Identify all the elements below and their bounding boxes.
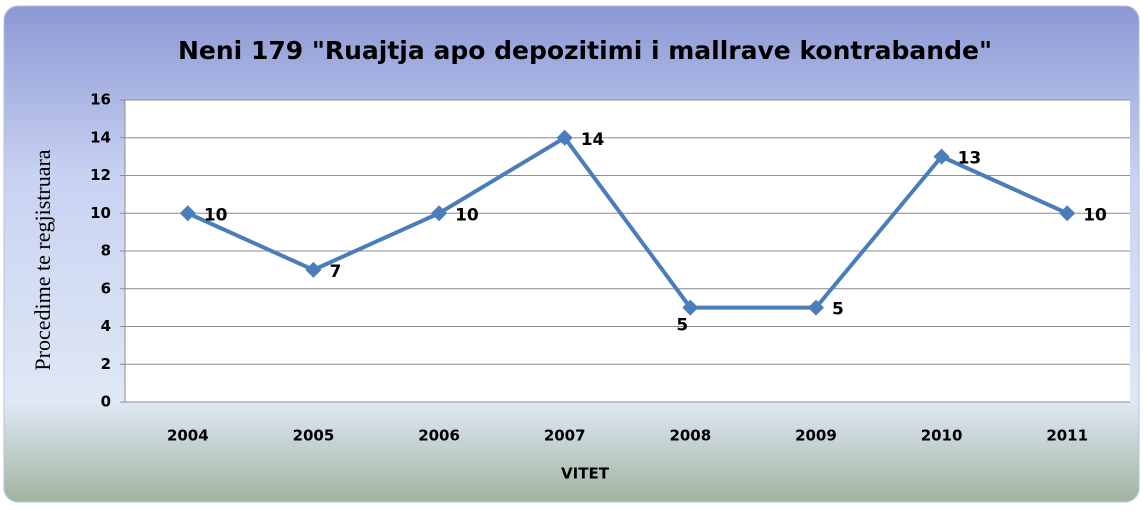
y-axis-label: Procedime te regjistruara <box>30 149 55 370</box>
line <box>186 135 1069 310</box>
marker <box>431 205 448 222</box>
y-tick-label: 2 <box>101 355 111 373</box>
x-tick-label: 2010 <box>921 427 963 445</box>
y-tick-label: 10 <box>90 204 111 222</box>
marker <box>807 299 824 316</box>
y-tick-label: 16 <box>90 91 111 109</box>
x-tick-label: 2009 <box>795 427 837 445</box>
data-label: 14 <box>581 130 605 150</box>
data-label: 10 <box>455 205 479 225</box>
y-tick-label: 12 <box>90 166 111 184</box>
x-tick-label: 2004 <box>167 427 209 445</box>
marker <box>933 148 950 165</box>
data-label: 13 <box>958 149 982 169</box>
marker <box>556 129 573 146</box>
x-tick-label: 2006 <box>418 427 460 445</box>
x-axis-label: VITET <box>561 465 610 483</box>
x-tick-label: 2007 <box>544 427 586 445</box>
x-tick-label: 2011 <box>1046 427 1088 445</box>
data-label: 10 <box>204 205 228 225</box>
x-tick-label: 2005 <box>293 427 335 445</box>
data-label: 5 <box>676 316 688 336</box>
marker <box>1059 205 1076 222</box>
x-tick-label: 2008 <box>669 427 711 445</box>
chart-title: Neni 179 "Ruajtja apo depozitimi i mallr… <box>178 36 992 65</box>
data-label: 7 <box>329 262 341 282</box>
y-tick-label: 14 <box>90 128 111 146</box>
marker <box>305 261 322 278</box>
data-label: 5 <box>832 300 844 320</box>
y-tick-label: 0 <box>101 393 111 411</box>
y-tick-label: 6 <box>101 279 111 297</box>
data-label: 10 <box>1083 205 1107 225</box>
marker <box>682 299 699 316</box>
y-tick-label: 4 <box>101 317 111 335</box>
marker <box>179 205 196 222</box>
y-tick-label: 8 <box>101 242 111 260</box>
